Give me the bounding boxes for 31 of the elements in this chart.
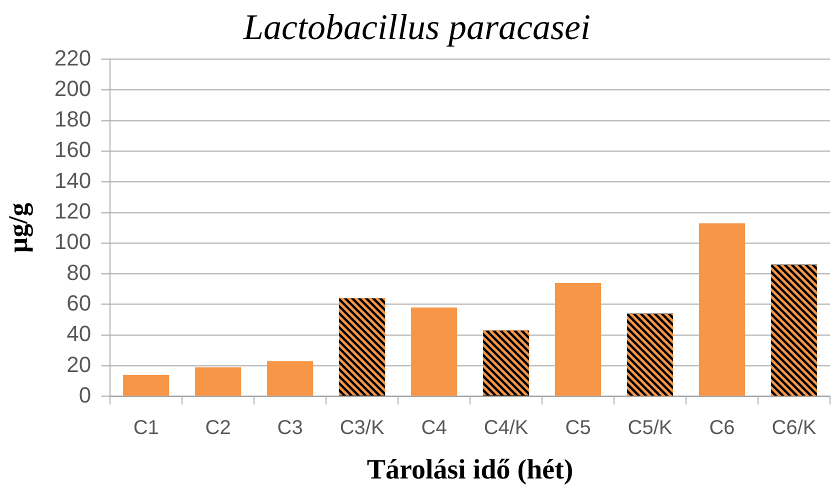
y-tick-label: 120 xyxy=(54,198,92,224)
bar xyxy=(411,308,458,396)
bar xyxy=(195,367,242,396)
y-tick-label: 100 xyxy=(54,229,92,254)
y-tick-label: 0 xyxy=(78,382,92,408)
y-tick-label: 200 xyxy=(54,76,92,101)
bar xyxy=(698,223,746,396)
x-tick-label: C3 xyxy=(277,416,303,439)
y-tick-label: 160 xyxy=(54,137,92,162)
y-tick-label: 180 xyxy=(54,106,92,132)
y-tick-label: 220 xyxy=(54,45,92,70)
x-tick-label: C4/K xyxy=(484,416,529,439)
y-tick-label: 20 xyxy=(66,352,92,377)
y-tick-label: 40 xyxy=(66,321,92,346)
x-tick-label: C5/K xyxy=(628,416,673,439)
x-tick-label: C5 xyxy=(565,416,591,439)
y-tick-label: 140 xyxy=(54,168,92,193)
y-tick-label: 80 xyxy=(66,260,92,285)
chart-title: Lactobacillus paracasei xyxy=(242,7,590,48)
x-axis-title: Tárolási idő (hét) xyxy=(366,454,574,486)
bar xyxy=(555,282,602,396)
x-tick-label: C6/K xyxy=(772,416,817,439)
y-tick-label: 60 xyxy=(66,290,92,316)
x-tick-label: C6 xyxy=(709,416,735,439)
x-tick-label: C2 xyxy=(205,416,231,439)
bar xyxy=(123,374,170,396)
y-axis-title: µg/g xyxy=(3,202,34,253)
x-tick-label: C4 xyxy=(421,416,447,439)
x-tick-label: C3/K xyxy=(340,416,385,439)
x-tick-label: C1 xyxy=(133,416,159,439)
bar xyxy=(267,361,314,396)
